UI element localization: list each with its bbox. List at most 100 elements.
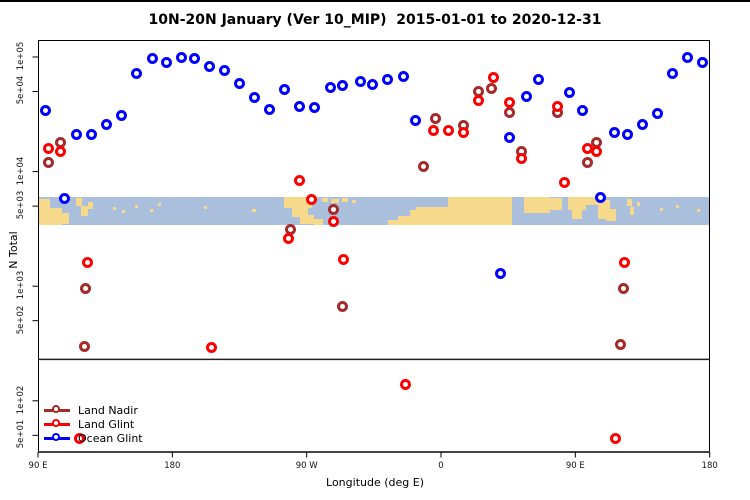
data-point-ocean-glint (366, 79, 378, 91)
data-point-land-glint (42, 142, 54, 154)
data-point-land-glint (590, 145, 602, 157)
data-point-land-glint (551, 100, 563, 112)
legend-label: Land Glint (78, 417, 135, 431)
data-point-ocean-glint (520, 91, 532, 103)
data-point-land-nadir (336, 301, 348, 313)
data-point-land-glint (472, 94, 484, 106)
chart-title: 10N-20N January (Ver 10_MIP) 2015-01-01 … (148, 12, 602, 28)
x-tick-label: 180 (701, 461, 718, 471)
legend-symbol-ocean-glint (44, 433, 70, 443)
data-point-ocean-glint (637, 118, 648, 130)
map-strip-land (38, 197, 700, 225)
data-point-land-glint (81, 257, 93, 269)
data-point-ocean-glint (248, 92, 260, 104)
data-point-ocean-glint (59, 193, 71, 205)
data-point-ocean-glint (595, 192, 607, 204)
legend-item-land-nadir: Land Nadir (44, 403, 143, 417)
data-point-land-glint (428, 124, 440, 136)
data-point-land-glint (305, 194, 317, 206)
data-point-ocean-glint (160, 56, 172, 68)
data-point-ocean-glint (219, 65, 231, 77)
data-point-ocean-glint (398, 71, 410, 83)
data-point-ocean-glint (563, 87, 575, 98)
data-point-ocean-glint (101, 118, 113, 130)
data-point-land-glint (516, 153, 528, 165)
data-point-ocean-glint (278, 84, 290, 96)
data-point-ocean-glint (234, 77, 245, 89)
data-point-ocean-glint (532, 74, 544, 86)
tick-marks (32, 56, 711, 458)
data-point-ocean-glint (651, 108, 663, 120)
data-point-land-glint (442, 124, 454, 136)
data-point-ocean-glint (308, 102, 320, 114)
data-point-ocean-glint (325, 82, 337, 94)
legend: Land Nadir Land Glint Ocean Glint (44, 403, 143, 445)
data-point-ocean-glint (622, 129, 634, 141)
data-point-land-glint (457, 126, 469, 138)
x-tick-label: 90 E (565, 461, 585, 471)
data-point-ocean-glint (577, 105, 589, 117)
legend-label: Ocean Glint (78, 431, 143, 445)
data-point-ocean-glint (381, 73, 393, 85)
data-point-land-glint (619, 257, 631, 269)
y-tick-label: 5e+01 (16, 420, 26, 449)
data-point-ocean-glint (147, 52, 159, 64)
data-point-ocean-glint (495, 267, 507, 279)
data-point-ocean-glint (263, 103, 275, 115)
map-strip (38, 197, 710, 225)
y-tick-label: 5e+02 (16, 305, 26, 334)
x-tick-label: 90 W (295, 461, 318, 471)
data-point-land-nadir (614, 338, 626, 350)
data-point-land-nadir (417, 161, 429, 173)
data-point-ocean-glint (504, 131, 516, 143)
data-point-ocean-glint (293, 100, 305, 112)
data-point-land-nadir (328, 203, 340, 215)
data-point-land-glint (293, 174, 305, 186)
data-point-land-glint (328, 215, 340, 227)
legend-item-ocean-glint: Ocean Glint (44, 431, 143, 445)
data-point-ocean-glint (354, 76, 366, 88)
data-point-ocean-glint (175, 51, 187, 63)
data-point-ocean-glint (608, 126, 620, 138)
data-point-land-nadir (504, 106, 516, 118)
y-tick-label: 5e+04 (16, 76, 26, 105)
plot-box (38, 40, 710, 452)
data-point-ocean-glint (131, 67, 142, 79)
data-point-ocean-glint (666, 67, 678, 79)
data-point-land-glint (205, 342, 217, 354)
data-point-land-glint (610, 432, 622, 444)
x-tick-label: 180 (164, 461, 181, 471)
data-point-land-glint (54, 145, 66, 157)
data-point-ocean-glint (116, 109, 128, 121)
data-point-land-glint (504, 97, 516, 109)
data-point-land-glint (283, 233, 295, 245)
legend-item-land-glint: Land Glint (44, 417, 143, 431)
data-point-land-glint (399, 378, 411, 390)
data-point-land-nadir (486, 83, 498, 95)
data-point-ocean-glint (86, 129, 98, 141)
data-point-land-nadir (78, 340, 90, 352)
data-point-ocean-glint (696, 57, 708, 69)
data-point-ocean-glint (410, 114, 422, 126)
data-point-land-nadir (617, 282, 629, 294)
data-point-ocean-glint (336, 80, 348, 92)
data-point-ocean-glint (204, 60, 216, 72)
x-tick-label: 90 E (28, 461, 48, 471)
data-point-land-nadir (429, 113, 441, 125)
data-point-ocean-glint (39, 105, 51, 117)
data-point-land-nadir (80, 282, 92, 294)
legend-label: Land Nadir (78, 403, 138, 417)
x-axis-title: Longitude (deg E) (326, 476, 424, 489)
x-tick-label: 0 (438, 461, 444, 471)
data-point-land-glint (559, 176, 571, 188)
data-point-land-glint (74, 432, 86, 444)
data-point-ocean-glint (189, 52, 201, 64)
legend-symbol-land-nadir (44, 405, 70, 415)
data-point-land-glint (487, 72, 499, 84)
data-point-ocean-glint (71, 129, 83, 141)
data-point-land-nadir (42, 157, 54, 169)
data-point-ocean-glint (681, 51, 693, 63)
y-axis-title: N Total (7, 231, 20, 269)
data-point-land-nadir (581, 157, 593, 169)
